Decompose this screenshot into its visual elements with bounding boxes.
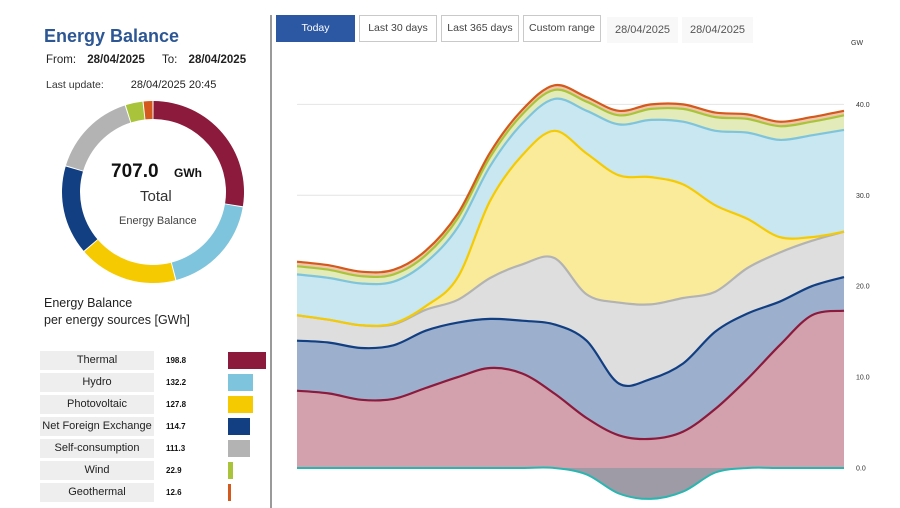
donut-slice-net-foreign-exchange[interactable] <box>61 166 98 251</box>
y-tick-label: 10.0 <box>856 375 870 382</box>
from-value: 28/04/2025 <box>87 54 145 66</box>
legend-label: Self-consumption <box>40 439 154 458</box>
total-unit: GWh <box>174 166 202 180</box>
total-label: Total <box>140 188 172 205</box>
date-from-field[interactable]: 28/04/2025 <box>607 17 679 43</box>
to-label: To: <box>162 54 178 66</box>
area-thermal <box>297 310 844 468</box>
last-update-label: Last update: <box>46 79 104 91</box>
legend-label: Wind <box>40 461 154 480</box>
series-areas <box>297 85 844 499</box>
date-to-field[interactable]: 28/04/2025 <box>682 17 754 43</box>
line-hydro <box>296 97 845 286</box>
y-tick-label: 30.0 <box>856 193 870 200</box>
donut-slice-photovoltaic[interactable] <box>84 239 176 284</box>
legend-label: Photovoltaic <box>40 395 154 414</box>
date-range: From: 28/04/2025 To: 28/04/2025 <box>46 54 246 66</box>
last-update: Last update: 28/04/2025 20:45 <box>46 79 216 91</box>
today-button[interactable]: Today <box>276 15 355 42</box>
custom-range-button[interactable]: Custom range <box>523 15 601 42</box>
panel-divider <box>270 15 272 508</box>
to-value: 28/04/2025 <box>188 54 247 66</box>
legend-label: Geothermal <box>40 483 154 502</box>
donut-slice-geothermal[interactable] <box>143 101 153 120</box>
legend-swatch-geothermal <box>228 484 231 501</box>
legend-label: Thermal <box>40 351 154 370</box>
legend-label: Hydro <box>40 373 154 392</box>
legend-value: 132.2 <box>166 378 187 387</box>
legend-label: Net Foreign Exchange <box>40 417 154 436</box>
legend-swatch-wind <box>228 462 233 479</box>
page-title: Energy Balance <box>44 26 180 46</box>
sources-title: Energy Balance per energy sources [GWh] <box>44 295 190 329</box>
sources-title-line1: Energy Balance <box>44 296 133 310</box>
area-pumping <box>297 467 844 499</box>
y-tick-label: 20.0 <box>856 284 870 291</box>
legend-swatch-net-foreign-exchange <box>228 418 250 435</box>
area-net-foreign-exchange <box>297 277 844 440</box>
line-photovoltaic <box>296 129 845 327</box>
donut-slice-self-consumption[interactable] <box>65 105 131 171</box>
legend-value: 22.9 <box>166 466 182 475</box>
area-self-consumption <box>297 231 844 386</box>
sources-title-line2: per energy sources [GWh] <box>44 313 190 327</box>
energy-balance-chart: 40.0 30.0 20.0 10.0 0.0 GW <box>296 40 870 500</box>
donut-slice-thermal[interactable] <box>153 101 245 207</box>
line-wind <box>296 88 845 279</box>
legend-value: 111.3 <box>166 444 186 453</box>
energy-balance-donut[interactable] <box>60 99 246 285</box>
total-sublabel: Energy Balance <box>119 215 197 227</box>
legend-swatch-thermal <box>228 352 266 369</box>
legend-row-thermal[interactable]: Thermal 198.8 <box>40 351 270 370</box>
legend-row-hydro[interactable]: Hydro 132.2 <box>40 373 270 392</box>
line-geothermal <box>296 83 845 274</box>
line-net-foreign-exchange <box>296 276 845 388</box>
total-value: 707.0 <box>111 161 159 182</box>
left-panel: Energy Balance From: 28/04/2025 To: 28/0… <box>0 0 268 508</box>
last-30-days-button[interactable]: Last 30 days <box>359 15 437 42</box>
legend-row-net-foreign-exchange[interactable]: Net Foreign Exchange 114.7 <box>40 417 270 436</box>
line-pumping <box>296 466 844 500</box>
legend-swatch-self-consumption <box>228 440 250 457</box>
y-tick-label: 0.0 <box>856 466 866 473</box>
line-thermal <box>296 309 845 441</box>
y-unit-label: GW <box>851 40 863 47</box>
legend-row-wind[interactable]: Wind 22.9 <box>40 461 270 480</box>
legend-row-self-consumption[interactable]: Self-consumption 111.3 <box>40 439 270 458</box>
from-label: From: <box>46 54 77 66</box>
legend-value: 12.6 <box>166 488 182 497</box>
donut-slice-hydro[interactable] <box>171 204 243 280</box>
legend-row-geothermal[interactable]: Geothermal 12.6 <box>40 483 270 502</box>
legend-value: 127.8 <box>166 400 187 409</box>
donut-slice-wind[interactable] <box>125 101 145 123</box>
last-update-value: 28/04/2025 20:45 <box>130 79 217 91</box>
legend-value: 114.7 <box>166 422 186 431</box>
legend-value: 198.8 <box>166 356 187 365</box>
last-365-days-button[interactable]: Last 365 days <box>441 15 519 42</box>
legend-row-photovoltaic[interactable]: Photovoltaic 127.8 <box>40 395 270 414</box>
legend-swatch-hydro <box>228 374 253 391</box>
area-photovoltaic <box>297 130 844 327</box>
y-tick-label: 40.0 <box>856 102 870 109</box>
legend-swatch-photovoltaic <box>228 396 253 413</box>
area-hydro <box>297 98 844 326</box>
series-lines <box>296 83 845 500</box>
